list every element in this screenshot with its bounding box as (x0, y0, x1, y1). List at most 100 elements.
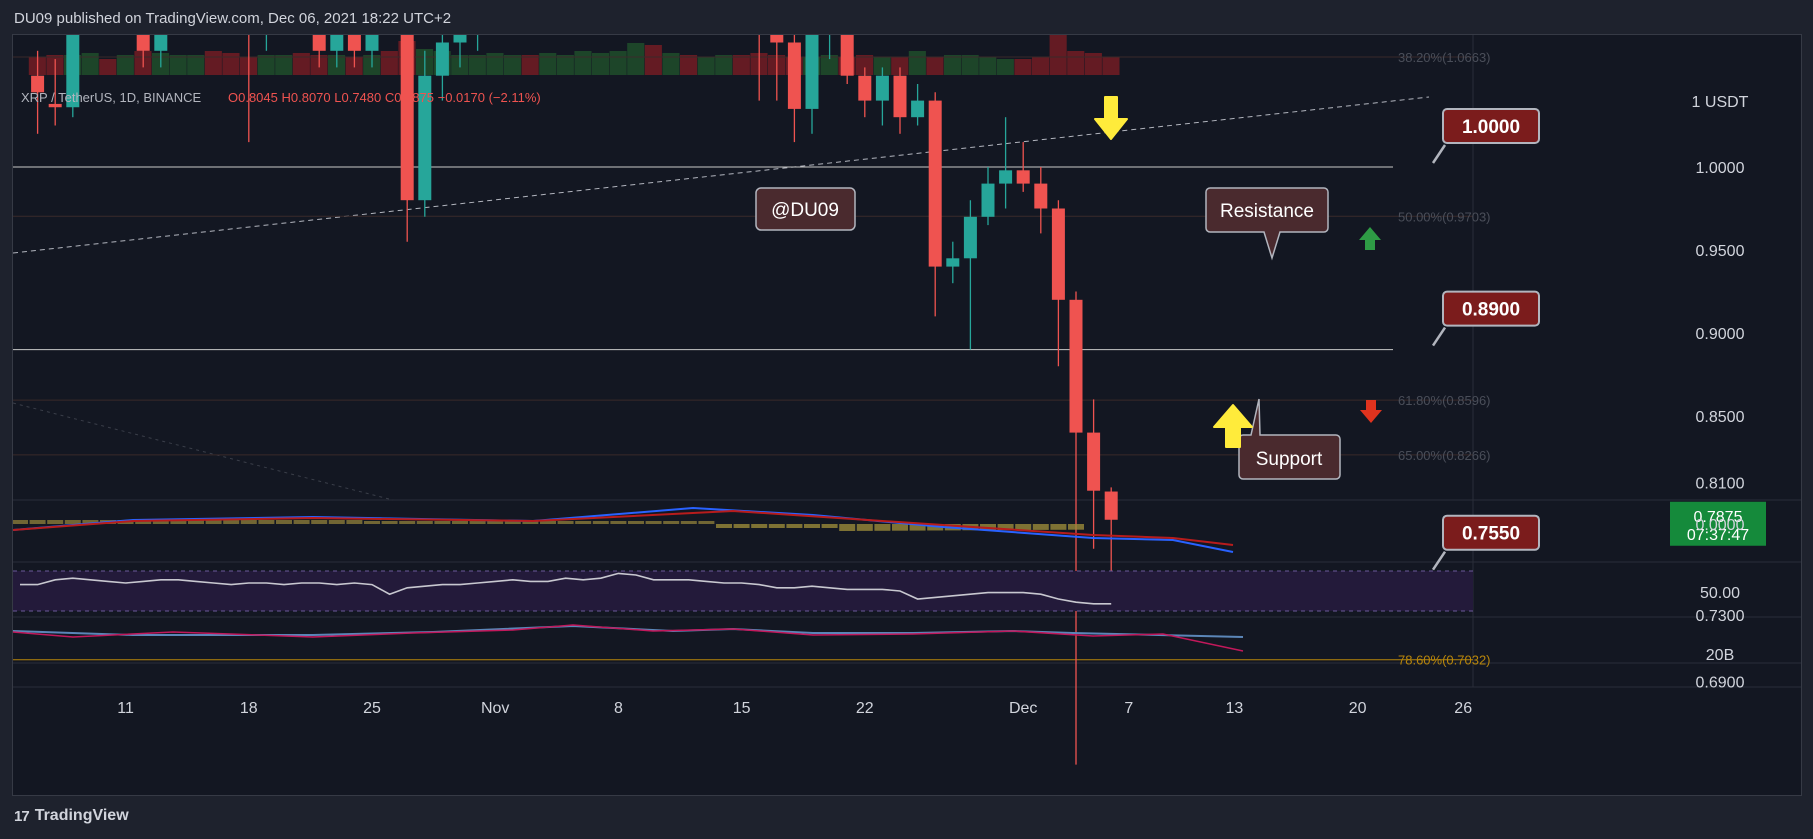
price-tick-label: 0.9000 (1696, 326, 1745, 343)
volume-bar (996, 59, 1014, 75)
volume-bar (292, 53, 310, 75)
volume-bar (1049, 35, 1067, 75)
candle-body (1051, 208, 1065, 300)
price-tick-label: 0.9500 (1696, 243, 1745, 260)
volume-bar (592, 53, 610, 75)
macd-histogram-bar (364, 521, 380, 524)
volume-bar (979, 57, 997, 75)
handle-bubble[interactable] (755, 187, 856, 231)
level-callout[interactable] (1442, 514, 1540, 551)
macd-histogram-bar (557, 521, 574, 524)
symbol-legend[interactable]: XRP / TetherUS, 1D, BINANCE (21, 90, 201, 105)
macd-histogram-bar (909, 524, 926, 531)
macd-histogram-bar (504, 521, 521, 524)
volume-bar (609, 51, 627, 75)
chart-frame[interactable]: 38.20%(1.0663) 50.00%(0.9703) 61.80%(0.859… (12, 0, 1802, 796)
macd-histogram-bar (628, 521, 644, 524)
volume-bar (556, 55, 574, 75)
macd-histogram-bar (135, 520, 152, 524)
macd-histogram-bar (610, 521, 627, 524)
macd-histogram-bar (997, 524, 1014, 531)
obv-signal-line (12, 624, 1244, 652)
level-callout-label: 0.7550 (1462, 524, 1520, 545)
candle-body (347, 25, 361, 51)
price-tick-label: 0.7300 (1696, 608, 1745, 625)
candle-body (154, 1, 168, 51)
macd-histogram-bar (680, 521, 697, 524)
candle-body (435, 42, 449, 76)
volume-bar (856, 55, 874, 75)
macd-histogram-bar (188, 520, 204, 524)
obv-line (12, 624, 1244, 638)
callout-pointer (1431, 551, 1447, 571)
macd-histogram-bar (416, 521, 433, 524)
price-tick-label: 0.6900 (1696, 675, 1745, 692)
macd-histogram-bar (205, 520, 222, 524)
rsi-line (20, 572, 1112, 605)
handle-text: @DU09 (771, 200, 839, 221)
callout-pointer (1431, 144, 1447, 164)
candle-body (418, 75, 432, 201)
candle-body (1104, 491, 1118, 520)
macd-histogram-bar (12, 520, 28, 524)
volume-bar (1014, 59, 1032, 75)
candle-body (893, 75, 907, 118)
candle-body (911, 100, 925, 118)
volume-bar (1102, 57, 1120, 75)
currency-label[interactable]: 1 USDT (1692, 94, 1749, 111)
fib-level-label: 78.60%(0.7032) (1398, 653, 1491, 668)
volume-bar (873, 57, 891, 75)
volume-bar (926, 57, 944, 75)
rsi-axis-label: 50.00 (1700, 585, 1740, 602)
macd-histogram-bar (258, 520, 275, 524)
macd-histogram-bar (856, 524, 873, 531)
macd-histogram-bar (874, 524, 891, 531)
fib-level-label: 65.00%(0.8266) (1398, 448, 1491, 463)
support-bubble[interactable] (1238, 398, 1341, 480)
volume-bar (644, 45, 662, 75)
macd-histogram-bar (64, 520, 81, 524)
macd-histogram-bar (540, 521, 556, 524)
candle-body (400, 9, 414, 201)
candle-body (1034, 183, 1048, 209)
time-tick-label: 8 (614, 700, 623, 717)
macd-histogram-bar (29, 520, 46, 524)
ohlc-legend: O0.8045 H0.8070 L0.7480 C0.7875 −0.0170 … (228, 90, 541, 105)
candle-body (946, 258, 960, 267)
candle-body (453, 9, 467, 43)
macd-histogram-bar (47, 520, 64, 524)
volume-bar (187, 55, 205, 75)
candle-body (805, 34, 819, 109)
candle-body (31, 75, 45, 93)
macd-histogram-bar (716, 524, 732, 528)
level-callout-label: 0.8900 (1462, 300, 1520, 321)
volume-bar (204, 51, 222, 75)
resistance-bubble[interactable] (1205, 187, 1329, 261)
time-tick-label: 13 (1226, 700, 1244, 717)
published-header: DU09 published on TradingView.com, Dec 0… (14, 10, 452, 27)
macd-histogram-bar (82, 520, 99, 524)
candle-body (770, 34, 784, 43)
tradingview-footer[interactable]: 17 TradingView (14, 807, 129, 825)
time-tick-label: 25 (363, 700, 381, 717)
volume-bar (908, 51, 926, 75)
volume-bar (486, 53, 504, 75)
volume-bar (504, 55, 522, 75)
macd-histogram-bar (751, 524, 768, 528)
macd-histogram-bar (786, 524, 803, 528)
macd-histogram-bar (1068, 524, 1084, 530)
volume-bar (521, 55, 539, 75)
level-callout[interactable] (1442, 290, 1540, 327)
chart-canvas[interactable]: 38.20%(1.0663) 50.00%(0.9703) 61.80%(0.859… (12, 0, 1801, 795)
macd-histogram-bar (1015, 524, 1032, 530)
level-callout[interactable] (1442, 108, 1540, 144)
candle-body (66, 17, 80, 108)
candle-body (48, 103, 62, 108)
countdown-timer: 07:37:47 (1687, 527, 1749, 544)
volume-bar (539, 53, 557, 75)
last-price-value: 0.7875 (1694, 509, 1743, 526)
macd-histogram-bar (346, 520, 363, 524)
time-tick-label: 7 (1124, 700, 1133, 717)
time-tick-label: 15 (733, 700, 751, 717)
volume-bar (944, 55, 962, 75)
